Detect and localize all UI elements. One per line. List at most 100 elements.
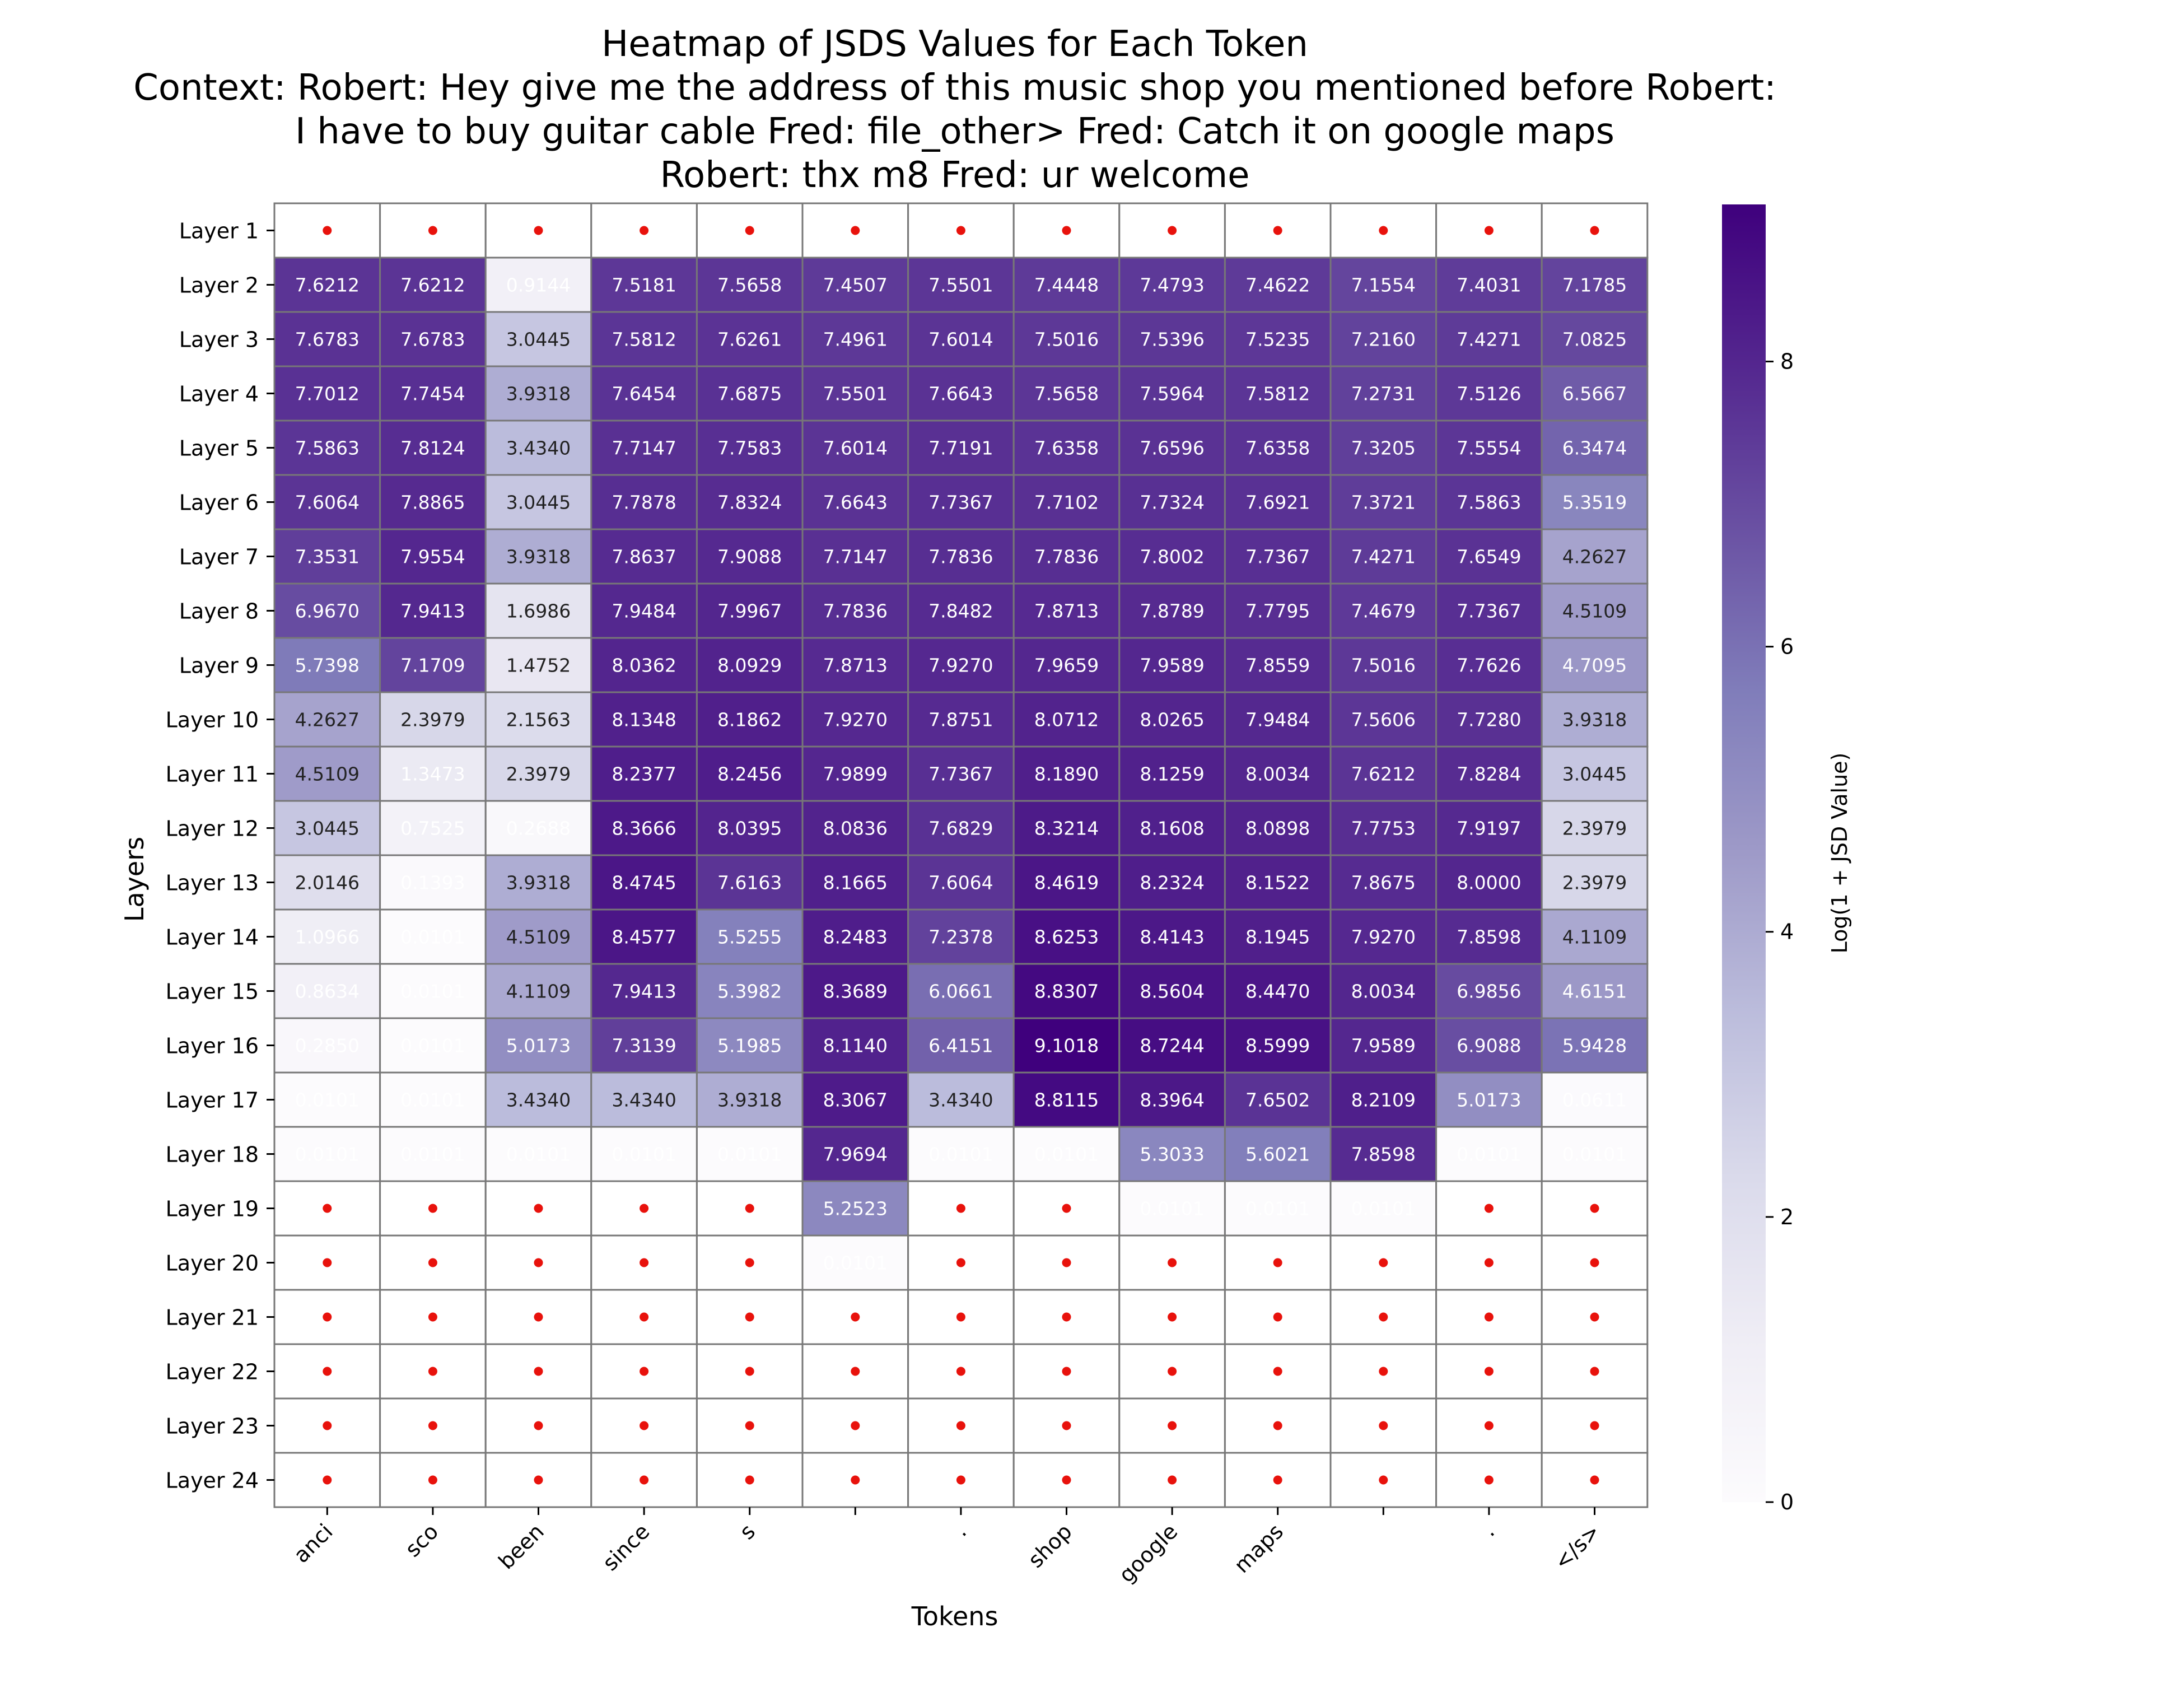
cell-value-label: 7.1554	[1351, 274, 1416, 296]
cell-value-label: 8.3214	[1034, 818, 1099, 840]
cell-value-label: 7.8789	[1140, 600, 1204, 622]
cell-value-label: 5.0173	[506, 1035, 571, 1057]
cell-value-label: 6.3474	[1562, 437, 1627, 459]
cell-value-label: 7.5396	[1140, 329, 1204, 351]
cell-value-label: 7.5501	[823, 383, 888, 405]
cell-value-label: 2.3979	[400, 709, 465, 731]
missing-value-marker	[851, 226, 860, 235]
heatmap-cell	[273, 365, 381, 422]
heatmap-cell	[1541, 854, 1649, 911]
missing-value-marker	[1168, 226, 1177, 235]
missing-value-marker	[1379, 1258, 1388, 1267]
heatmap-cell	[1541, 311, 1649, 367]
cell-value-label: 0.0101	[1245, 1198, 1310, 1220]
cell-value-label: 7.6358	[1034, 437, 1099, 459]
cell-value-label: 3.9318	[506, 872, 571, 894]
missing-value-marker	[534, 1367, 543, 1376]
cell-value-label: 7.2378	[928, 926, 993, 948]
cell-value-label: 7.3721	[1351, 492, 1416, 514]
cell-value-label: 7.1785	[1562, 274, 1627, 296]
missing-value-marker	[956, 1367, 965, 1376]
heatmap-cell	[379, 474, 487, 530]
cell-value-label: 7.7753	[1351, 818, 1416, 840]
heatmap-cell	[801, 637, 909, 693]
cell-value-label: 5.9428	[1562, 1035, 1627, 1057]
heatmap-cell	[1329, 365, 1438, 422]
heatmap-cell	[484, 637, 592, 693]
missing-value-marker	[1590, 1312, 1599, 1322]
cell-value-label: 7.4507	[823, 274, 888, 296]
cell-value-label: 7.6643	[928, 383, 993, 405]
cell-value-label: 0.7525	[400, 818, 465, 840]
cell-value-label: 0.0611	[1562, 1089, 1627, 1111]
heatmap-cell	[907, 419, 1015, 476]
x-axis-label: Tokens	[911, 1601, 998, 1631]
heatmap-cell	[1329, 1071, 1438, 1128]
missing-value-marker	[956, 1204, 965, 1213]
y-axis-ticks: Layer 1 Layer 2 Layer 3 Layer 4 Layer 5 Layer…	[166, 219, 274, 1493]
missing-value-marker	[1484, 1421, 1494, 1430]
cell-value-label: 3.4340	[506, 1089, 571, 1111]
y-tick-label: Layer 9	[179, 654, 259, 678]
cell-value-label: 8.2109	[1351, 1089, 1416, 1111]
heatmap-cell	[1541, 528, 1649, 585]
y-tick-label: Layer 19	[166, 1197, 259, 1222]
heatmap-cell	[484, 365, 592, 422]
heatmap-cell	[696, 528, 804, 585]
cell-value-label: 0.0101	[400, 1089, 465, 1111]
missing-value-marker	[323, 1367, 332, 1376]
heatmap-cell	[1118, 365, 1226, 422]
cell-value-label: 5.3519	[1562, 492, 1627, 514]
cell-value-label: 8.1259	[1140, 763, 1204, 785]
heatmap-cell	[273, 528, 381, 585]
cell-value-label: 2.3979	[1562, 818, 1627, 840]
heatmap-cell	[1435, 582, 1543, 639]
cell-value-label: 8.2377	[612, 763, 676, 785]
cell-value-label: 7.5016	[1034, 329, 1099, 351]
cell-value-label: 0.0101	[717, 1144, 782, 1165]
heatmap-cell	[1435, 691, 1543, 748]
missing-value-marker	[534, 1258, 543, 1267]
cell-value-label: 7.6064	[295, 492, 360, 514]
heatmap-cell	[907, 257, 1015, 313]
cell-value-label: 7.9484	[612, 600, 676, 622]
y-tick-label: Layer 7	[179, 545, 259, 570]
cell-value-label: 7.5812	[1245, 383, 1310, 405]
missing-value-marker	[534, 1475, 543, 1485]
heatmap-cell	[1435, 908, 1543, 965]
cell-value-label: 7.5181	[612, 274, 676, 296]
cell-value-label: 8.3067	[823, 1089, 888, 1111]
cell-value-label: 8.1890	[1034, 763, 1099, 785]
cell-value-label: 1.0966	[295, 926, 360, 948]
y-tick-label: Layer 6	[179, 491, 259, 515]
cell-value-label: 7.7454	[400, 383, 465, 405]
heatmap-cell	[1224, 365, 1332, 422]
cell-value-label: 8.4619	[1034, 872, 1099, 894]
cell-value-label: 5.1985	[717, 1035, 782, 1057]
cell-value-label: 8.0929	[717, 655, 782, 677]
cell-value-label: 3.9318	[506, 383, 571, 405]
cell-value-label: 8.0000	[1457, 872, 1521, 894]
cell-value-label: 7.5554	[1457, 437, 1521, 459]
cell-value-label: 4.5109	[1562, 600, 1627, 622]
heatmap-cell	[1329, 963, 1438, 1019]
cell-value-label: 7.7367	[1245, 546, 1310, 568]
heatmap-cell	[907, 1017, 1015, 1074]
cell-value-label: 7.6783	[400, 329, 465, 351]
missing-value-marker	[956, 1312, 965, 1322]
cell-value-label: 8.1862	[717, 709, 782, 731]
missing-value-marker	[640, 1204, 649, 1213]
heatmap-cell	[1541, 474, 1649, 530]
cell-value-label: 7.7836	[823, 600, 888, 622]
heatmap-cell	[907, 691, 1015, 748]
heatmap-cell	[273, 637, 381, 693]
heatmap-cell	[484, 311, 592, 367]
cell-value-label: 8.6253	[1034, 926, 1099, 948]
cell-value-label: 7.7191	[928, 437, 993, 459]
heatmap-cell	[1435, 963, 1543, 1019]
y-tick-label: Layer 12	[166, 817, 259, 841]
cell-value-label: 3.4340	[612, 1089, 676, 1111]
missing-value-marker	[1062, 1312, 1071, 1322]
cell-value-label: 7.4679	[1351, 600, 1416, 622]
heatmap-cell	[1224, 908, 1332, 965]
